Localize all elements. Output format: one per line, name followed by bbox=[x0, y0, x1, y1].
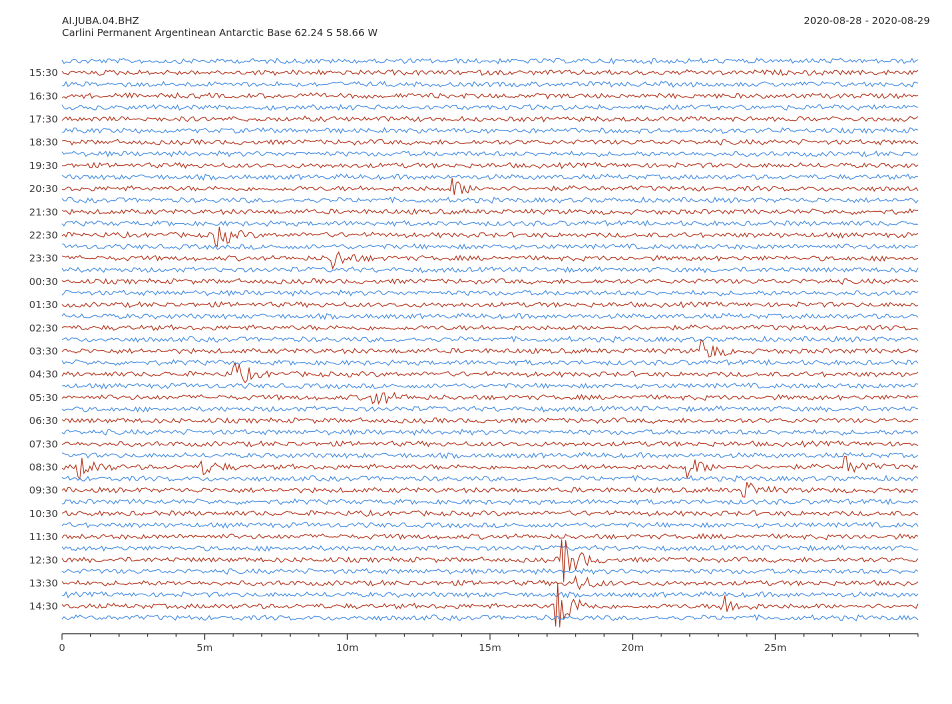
x-tick-label: 25m bbox=[764, 643, 786, 654]
station-code: AI.JUBA.04.BHZ bbox=[62, 16, 140, 27]
trace-line bbox=[61, 440, 919, 448]
trace-line bbox=[61, 226, 919, 248]
trace-line bbox=[61, 68, 919, 76]
trace-line bbox=[61, 324, 919, 331]
trace-line bbox=[61, 455, 919, 480]
trace-line bbox=[61, 361, 919, 384]
hour-label: 21:30 bbox=[29, 207, 58, 218]
x-tick-label: 10m bbox=[336, 643, 358, 654]
hour-label: 13:30 bbox=[29, 579, 58, 590]
trace-line bbox=[61, 405, 919, 413]
trace-line bbox=[61, 575, 919, 591]
trace-line bbox=[61, 567, 919, 576]
trace-line bbox=[61, 277, 919, 285]
trace-line bbox=[61, 614, 919, 622]
trace-line bbox=[61, 335, 919, 343]
x-tick-label: 20m bbox=[621, 643, 643, 654]
trace-line bbox=[61, 391, 919, 405]
trace-line bbox=[61, 289, 919, 297]
trace-line bbox=[61, 382, 919, 390]
trace-line bbox=[61, 266, 919, 274]
hour-label: 19:30 bbox=[29, 161, 58, 172]
time-axis: 0 5m 10m 15m 20m 25m bbox=[59, 633, 919, 654]
hour-label: 00:30 bbox=[29, 277, 58, 288]
trace-line bbox=[61, 196, 919, 204]
trace-line bbox=[61, 219, 919, 227]
trace-line bbox=[61, 103, 919, 111]
seismic-traces bbox=[61, 57, 919, 628]
hour-label: 01:30 bbox=[29, 300, 58, 311]
trace-line bbox=[61, 251, 919, 270]
trace-line bbox=[61, 338, 919, 358]
trace-line bbox=[61, 451, 919, 460]
hour-label: 22:30 bbox=[29, 231, 58, 242]
trace-line bbox=[61, 115, 919, 123]
hour-label: 20:30 bbox=[29, 184, 58, 195]
hour-label: 05:30 bbox=[29, 393, 58, 404]
trace-line bbox=[61, 521, 919, 529]
trace-line bbox=[61, 498, 919, 506]
hour-label: 17:30 bbox=[29, 115, 58, 126]
hour-label: 18:30 bbox=[29, 138, 58, 149]
trace-line bbox=[61, 428, 919, 436]
trace-line bbox=[61, 173, 919, 181]
trace-line bbox=[61, 161, 919, 170]
hour-label: 14:30 bbox=[29, 602, 58, 613]
trace-line bbox=[61, 481, 919, 498]
x-tick-label: 5m bbox=[197, 643, 213, 654]
trace-line bbox=[61, 532, 919, 541]
trace-line bbox=[61, 243, 919, 251]
trace-line bbox=[61, 539, 919, 583]
trace-line bbox=[61, 312, 919, 321]
x-tick-label: 0 bbox=[59, 643, 65, 654]
trace-line bbox=[61, 582, 919, 628]
trace-line bbox=[61, 126, 919, 135]
hour-label: 08:30 bbox=[29, 463, 58, 474]
date-range: 2020-08-28 - 2020-08-29 bbox=[803, 16, 930, 27]
hour-label: 04:30 bbox=[29, 370, 58, 381]
trace-line bbox=[61, 474, 919, 483]
trace-line bbox=[61, 509, 919, 517]
hour-labels: 15:30 16:30 17:30 18:30 19:30 20:30 21:30 22:30… bbox=[29, 68, 58, 613]
hour-label: 07:30 bbox=[29, 439, 58, 450]
hour-label: 06:30 bbox=[29, 416, 58, 427]
hour-label: 23:30 bbox=[29, 254, 58, 265]
trace-line bbox=[61, 177, 919, 196]
trace-line bbox=[61, 544, 919, 552]
hour-label: 12:30 bbox=[29, 555, 58, 566]
trace-line bbox=[61, 208, 919, 216]
trace-line bbox=[61, 57, 919, 65]
hour-label: 09:30 bbox=[29, 486, 58, 497]
trace-line bbox=[61, 138, 919, 146]
hour-label: 10:30 bbox=[29, 509, 58, 520]
trace-line bbox=[61, 358, 919, 367]
x-tick-label: 15m bbox=[479, 643, 501, 654]
hour-label: 15:30 bbox=[29, 68, 58, 79]
hour-label: 03:30 bbox=[29, 347, 58, 358]
trace-line bbox=[62, 591, 919, 599]
trace-line bbox=[61, 80, 919, 88]
trace-line bbox=[61, 417, 919, 425]
hour-label: 11:30 bbox=[29, 532, 58, 543]
hour-label: 16:30 bbox=[29, 91, 58, 102]
hour-label: 02:30 bbox=[29, 323, 58, 334]
trace-line bbox=[61, 150, 919, 158]
station-location: Carlini Permanent Argentinean Antarctic … bbox=[62, 28, 378, 39]
trace-line bbox=[61, 91, 919, 100]
trace-line bbox=[61, 301, 919, 309]
